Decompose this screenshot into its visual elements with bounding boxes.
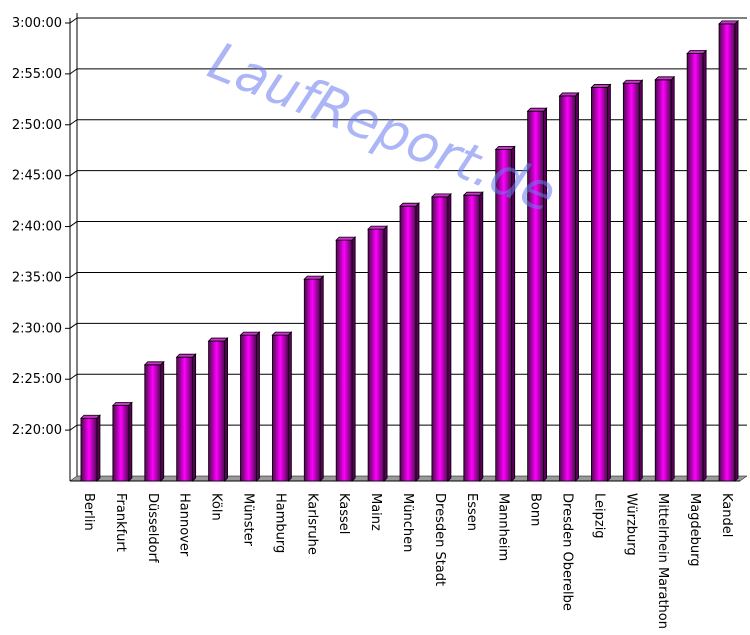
x-category-labels: Berlin Frankfurt Düsseldorf Hannover Köln Mün…: [81, 493, 734, 629]
x-category-label: Kassel: [336, 493, 351, 534]
bar-side: [734, 19, 739, 482]
x-category-label: Bonn: [528, 493, 543, 526]
bar-side: [224, 337, 228, 482]
bars: [79, 19, 740, 482]
bar: [622, 82, 640, 482]
x-category-label: Kandel: [719, 493, 734, 537]
grid-line-depth: [69, 68, 78, 75]
bar-side: [511, 145, 516, 482]
bar-side: [96, 414, 101, 482]
bar: [654, 79, 672, 482]
bar: [431, 196, 449, 482]
bar: [80, 417, 98, 482]
y-tick-labels: 2:20:00 2:25:00 2:30:00 2:35:00 2:40:00 2:45:…: [12, 16, 62, 438]
bar: [303, 278, 321, 482]
y-tick-label: 2:20:00: [12, 423, 62, 438]
x-category-label: Dresden Stadt: [432, 493, 447, 586]
x-category-label: Würzburg: [623, 493, 638, 556]
y-tick-label: 2:50:00: [12, 118, 62, 133]
x-category-label: Mittelrhein Marathon: [655, 493, 670, 629]
bar-side: [607, 83, 611, 482]
grid-line-depth: [69, 322, 78, 329]
bar-side: [415, 202, 420, 482]
x-category-label: Dresden Oberelbe: [560, 493, 575, 611]
x-category-label: Berlin: [81, 493, 96, 531]
bar: [335, 239, 353, 482]
grid-line-depth: [69, 221, 78, 227]
grid-line-depth: [69, 17, 78, 24]
y-tick-label: 2:40:00: [12, 220, 62, 235]
bar: [271, 334, 289, 482]
bar: [367, 228, 385, 482]
x-category-label: Mainz: [368, 493, 383, 531]
bar: [399, 205, 417, 482]
grid-line-depth: [69, 119, 78, 126]
bar-side: [670, 75, 675, 482]
bar: [718, 23, 736, 482]
y-tick-label: 2:35:00: [12, 270, 62, 285]
y-tick-label: 2:30:00: [12, 321, 62, 336]
bar-side: [319, 275, 324, 482]
x-category-label: Leipzig: [591, 493, 606, 539]
x-category-label: Köln: [209, 493, 224, 521]
bar-side: [447, 192, 452, 482]
y-tick-label: 2:25:00: [12, 372, 62, 387]
grid-line-depth: [69, 373, 78, 380]
bar-side: [383, 225, 388, 482]
x-category-label: Karlsruhe: [304, 493, 319, 555]
x-category-label: Frankfurt: [113, 493, 128, 552]
watermark-text: LaufReport.de: [200, 31, 564, 225]
bar-side: [543, 107, 548, 482]
bar: [463, 194, 481, 482]
y-tick-label: 3:00:00: [12, 16, 62, 31]
bar-side: [287, 331, 292, 482]
grid-line-depth: [69, 424, 78, 431]
bar: [240, 334, 257, 482]
bar-side: [351, 236, 356, 482]
bar-side: [702, 49, 707, 482]
bar: [208, 340, 225, 482]
bar: [176, 356, 194, 482]
x-category-label: Hannover: [177, 493, 192, 557]
bar-side: [638, 79, 643, 482]
bar-side: [160, 360, 165, 482]
bar-side: [256, 331, 260, 482]
x-category-label: Düsseldorf: [145, 493, 160, 563]
bar: [559, 95, 576, 482]
bar: [144, 364, 162, 482]
grid-line-depth: [69, 272, 78, 278]
bar: [112, 405, 130, 482]
bar: [591, 87, 608, 482]
x-category-label: Essen: [464, 493, 479, 531]
x-category-label: Münster: [240, 493, 255, 547]
bar-side: [128, 401, 133, 482]
bar-side: [575, 91, 579, 482]
bar: [686, 53, 704, 482]
bar-side: [192, 353, 197, 482]
bar-side: [479, 191, 484, 482]
x-category-label: München: [400, 493, 415, 552]
grid-line-depth: [69, 170, 78, 177]
y-tick-label: 2:55:00: [12, 67, 62, 82]
y-tick-label: 2:45:00: [12, 169, 62, 184]
x-category-label: Hamburg: [272, 493, 287, 553]
x-category-label: Mannheim: [496, 493, 511, 561]
x-category-label: Magdeburg: [687, 493, 702, 567]
